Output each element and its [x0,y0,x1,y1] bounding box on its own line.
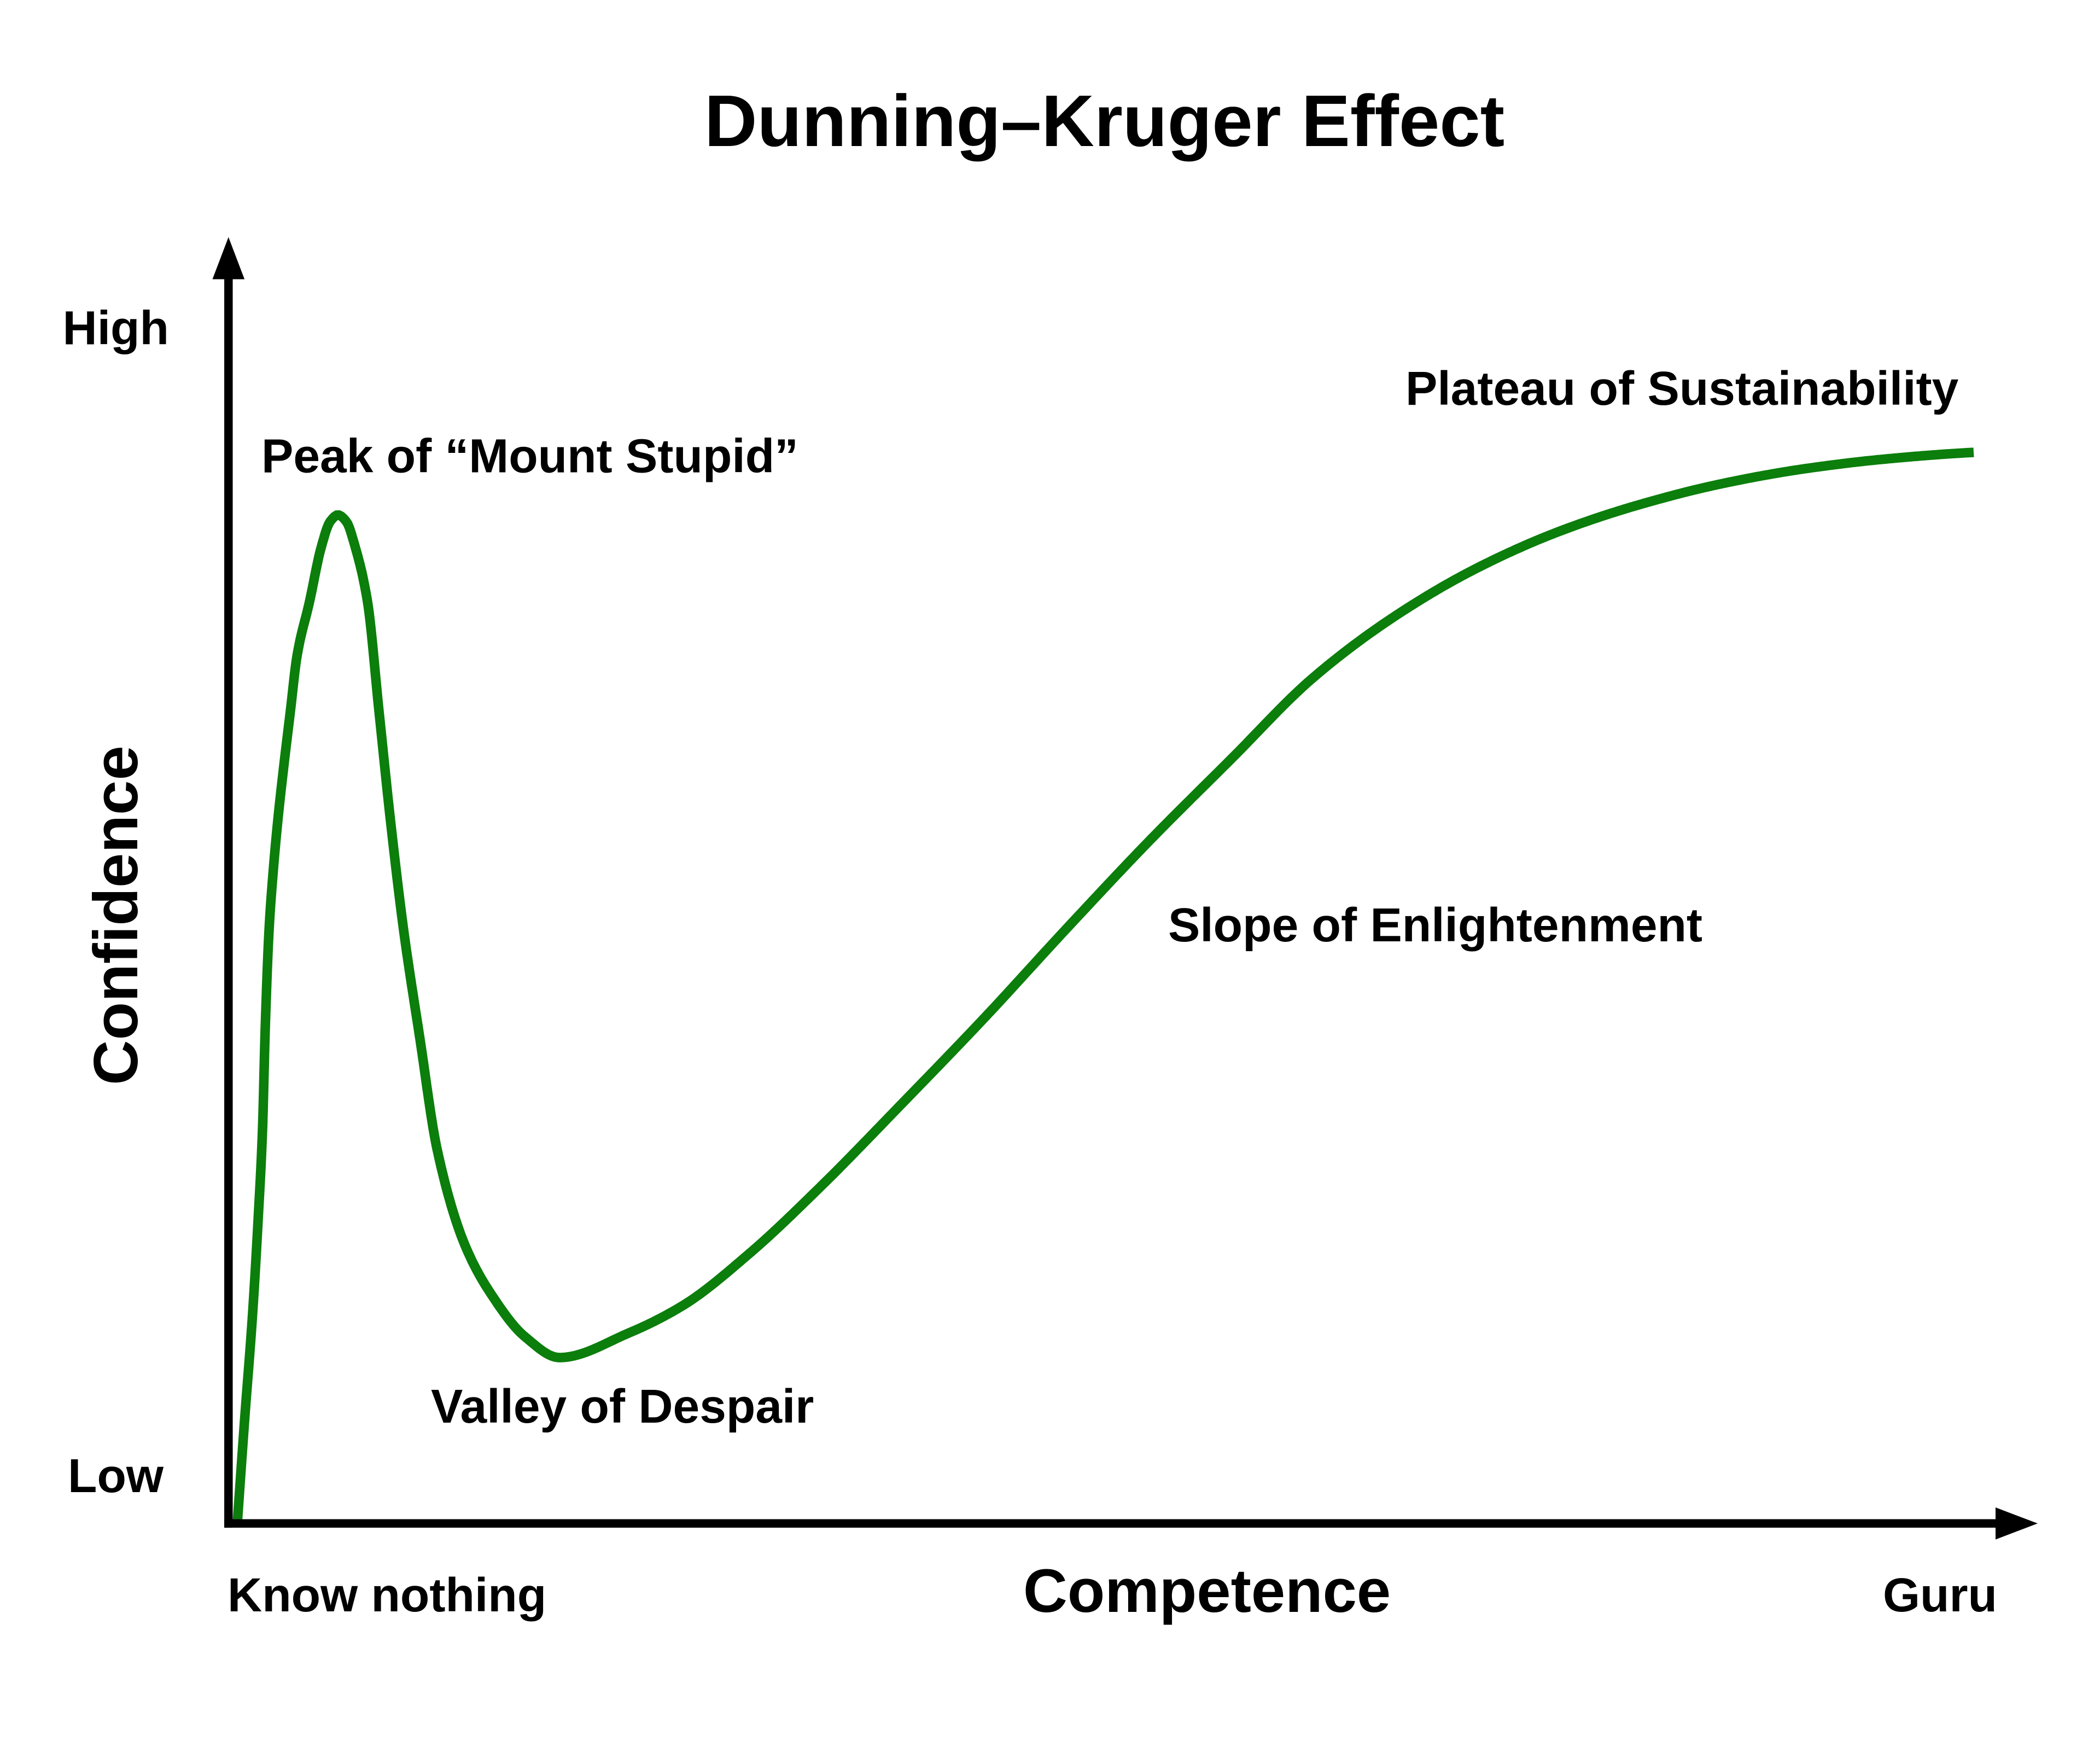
svg-text:Peak of “Mount Stupid”: Peak of “Mount Stupid” [261,429,798,483]
svg-text:Confidence: Confidence [81,746,151,1085]
svg-text:Guru: Guru [1883,1568,1997,1622]
svg-text:Low: Low [68,1449,164,1503]
svg-text:Know nothing: Know nothing [228,1568,546,1622]
svg-text:Plateau of Sustainability: Plateau of Sustainability [1405,362,1959,415]
svg-text:High: High [63,301,169,355]
svg-text:Slope of Enlightenment: Slope of Enlightenment [1168,898,1702,952]
svg-text:Valley of Despair: Valley of Despair [431,1379,814,1433]
svg-text:Competence: Competence [1023,1557,1391,1625]
svg-text:Dunning–Kruger Effect: Dunning–Kruger Effect [704,80,1504,162]
